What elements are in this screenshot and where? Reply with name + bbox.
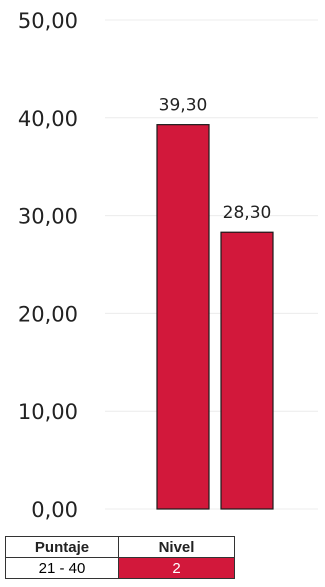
- y-tick-label: 30,00: [18, 205, 78, 229]
- score-level-table: Puntaje Nivel 21 - 40 2: [5, 536, 235, 579]
- y-tick-label: 50,00: [18, 9, 78, 33]
- y-tick-label: 40,00: [18, 107, 78, 131]
- data-labels: 39,30 28,30: [159, 96, 272, 224]
- bars: [156, 124, 274, 510]
- header-puntaje: Puntaje: [5, 536, 119, 558]
- bar-value-label: 28,30: [223, 203, 272, 223]
- table-row: 21 - 40 2: [5, 557, 235, 579]
- bar: [156, 124, 210, 510]
- bar-value-label: 39,30: [159, 96, 208, 116]
- header-nivel: Nivel: [118, 536, 235, 558]
- y-axis-tick-labels: 0,00 10,00 20,00 30,00 40,00 50,00: [18, 9, 78, 522]
- gridlines: [105, 19, 318, 510]
- bar-chart: 0,00 10,00 20,00 30,00 40,00 50,00 39,30 28,30: [18, 9, 318, 522]
- y-tick-label: 20,00: [18, 302, 78, 326]
- score-range-cell: 21 - 40: [5, 557, 119, 579]
- table-header-row: Puntaje Nivel: [5, 536, 235, 558]
- y-tick-label: 10,00: [18, 400, 78, 424]
- level-cell: 2: [118, 557, 235, 579]
- y-tick-label: 0,00: [31, 498, 78, 522]
- bar: [220, 231, 274, 510]
